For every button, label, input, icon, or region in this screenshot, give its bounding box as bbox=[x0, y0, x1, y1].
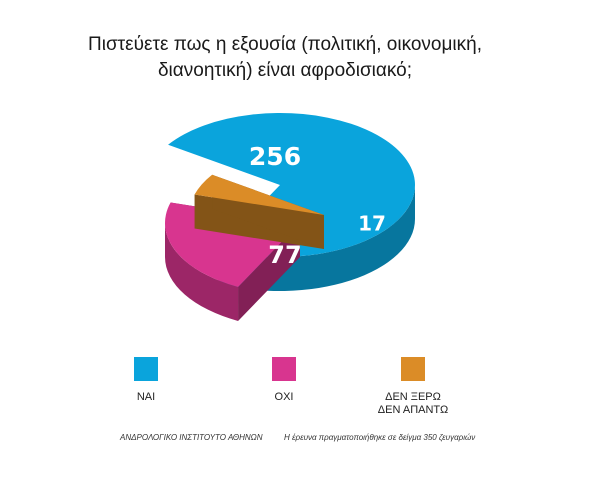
data-label-dontknow: 17 bbox=[358, 212, 386, 236]
legend-item-dontknow: ΔΕΝ ΞΕΡΩ ΔΕΝ ΑΠΑΝΤΩ bbox=[365, 357, 461, 417]
pie-top-dontknow bbox=[194, 174, 324, 215]
pie-top-yes bbox=[168, 113, 415, 257]
legend-label-yes: ΝΑΙ bbox=[136, 391, 156, 403]
pie-slice-dontknow bbox=[194, 174, 324, 249]
data-label-no: 77 bbox=[268, 241, 301, 269]
chart-title-line1: Πιστεύετε πως η εξουσία (πολιτική, οικον… bbox=[88, 34, 482, 55]
legend-item-no: ΟΧΙ bbox=[262, 357, 306, 404]
pie-slices bbox=[165, 113, 415, 321]
legend-swatch-yes bbox=[134, 357, 158, 381]
pie-side-no bbox=[165, 223, 239, 321]
legend-swatch-no bbox=[272, 357, 296, 381]
footer-note: Η έρευνα πραγματοποιήθηκε σε δείγμα 350 … bbox=[284, 433, 476, 442]
chart-title-line2: διανοητική) είναι αφροδισιακό; bbox=[157, 60, 412, 81]
legend-swatch-dontknow bbox=[401, 357, 425, 381]
chart-title: Πιστεύετε πως η εξουσία (πολιτική, οικον… bbox=[50, 32, 520, 84]
legend-item-yes: ΝΑΙ bbox=[124, 357, 168, 404]
data-label-yes: 256 bbox=[249, 142, 301, 171]
legend-label-no: ΟΧΙ bbox=[274, 391, 294, 403]
footer-source: ΑΝΔΡΟΛΟΓΙΚΟ ΙΝΣΤΙΤΟΥΤΟ ΑΘΗΝΩΝ bbox=[120, 433, 263, 442]
legend-label-dontknow: ΔΕΝ ΞΕΡΩ ΔΕΝ ΑΠΑΝΤΩ bbox=[377, 391, 449, 416]
